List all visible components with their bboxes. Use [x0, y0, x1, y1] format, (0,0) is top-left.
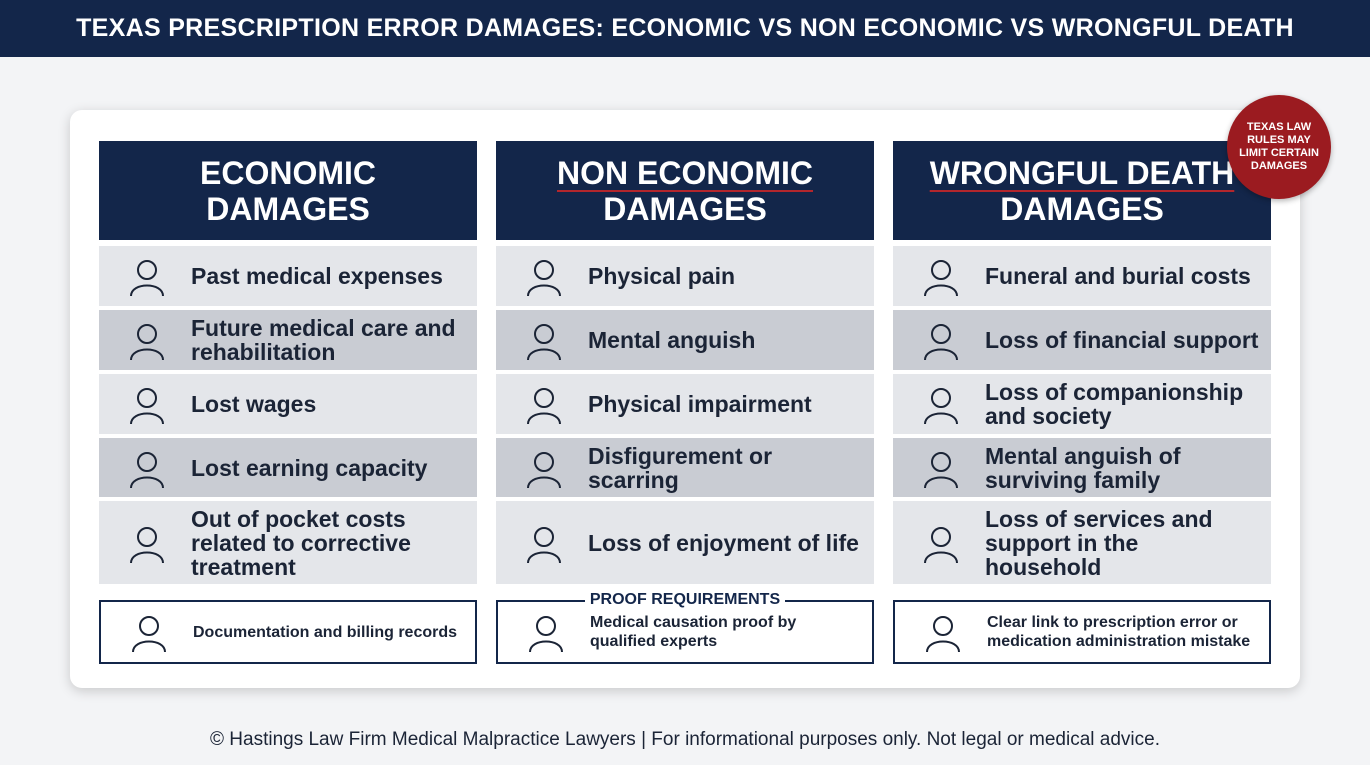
proof-box: Clear link to prescription error or medi…: [893, 600, 1271, 664]
footer: © Hastings Law Firm Medical Malpractice …: [210, 729, 1160, 750]
icon: [924, 526, 958, 563]
damage-row: Funeral and burial costs: [893, 246, 1271, 306]
proof-label: PROOF REQUIREMENTS: [585, 591, 785, 609]
icon: [529, 616, 563, 653]
damage-text: Loss of companionship and society: [985, 379, 1244, 429]
title: TEXAS PRESCRIPTION ERROR DAMAGES: ECONOM…: [76, 14, 1294, 42]
damage-row: Future medical care and rehabilitation: [99, 310, 477, 370]
icon: [926, 616, 960, 653]
icon: [527, 526, 561, 563]
damage-row: Past medical expenses: [99, 246, 477, 306]
icon: [130, 451, 164, 488]
damage-row: Lost earning capacity: [99, 438, 477, 497]
icon: [130, 388, 164, 425]
damage-row: Physical impairment: [496, 374, 874, 434]
icon: [924, 324, 958, 361]
icon: [130, 324, 164, 361]
icon: [130, 526, 164, 563]
heading-line: DAMAGES: [1000, 190, 1164, 227]
heading-line: NON ECONOMIC: [557, 154, 813, 191]
damage-row: Out of pocket costs related to correctiv…: [99, 501, 477, 584]
proof-text: Documentation and billing records: [193, 623, 458, 641]
damage-row: Physical pain: [496, 246, 874, 306]
damage-row: Loss of financial support: [893, 310, 1271, 370]
proof-text: Clear link to prescription error or medi…: [987, 614, 1251, 650]
damage-row: Disfigurement or scarring: [496, 438, 874, 497]
icon: [924, 451, 958, 488]
column-heading: ECONOMIC DAMAGES: [99, 141, 477, 240]
heading-line: WRONGFUL DEATH: [929, 154, 1235, 191]
damage-text: Out of pocket costs related to correctiv…: [191, 505, 411, 580]
title-bar: TEXAS PRESCRIPTION ERROR DAMAGES: ECONOM…: [0, 0, 1370, 57]
column-heading: NON ECONOMIC DAMAGES: [496, 141, 874, 240]
damage-text: Loss of services and support in the hous…: [985, 505, 1213, 580]
damage-row: Loss of enjoyment of life: [496, 501, 874, 584]
heading-line: ECONOMIC: [200, 154, 376, 191]
proof-box: Documentation and billing records: [99, 600, 477, 664]
badge: TEXAS LAW RULES MAY LIMIT CERTAIN DAMAGE…: [1227, 95, 1331, 199]
damage-text: Funeral and burial costs: [985, 263, 1251, 289]
damage-text: Disfigurement or scarring: [588, 442, 773, 493]
damage-text: Mental anguish: [588, 327, 756, 353]
damage-text: Past medical expenses: [191, 263, 443, 289]
proof-box: Medical causation proof by qualified exp…: [496, 600, 874, 664]
damage-row: Loss of companionship and society: [893, 374, 1271, 434]
icon: [527, 324, 561, 361]
icon: [527, 260, 561, 297]
damage-row: Mental anguish of surviving family: [893, 438, 1271, 497]
proof-text: Medical causation proof by qualified exp…: [590, 614, 797, 650]
icon: [132, 616, 166, 653]
heading-line: DAMAGES: [206, 190, 370, 227]
icon: [527, 388, 561, 425]
damage-text: Lost earning capacity: [191, 454, 428, 481]
icon: [527, 451, 561, 488]
damage-row: Mental anguish: [496, 310, 874, 370]
column-heading: WRONGFUL DEATH DAMAGES: [893, 141, 1271, 240]
damage-text: Loss of financial support: [985, 327, 1259, 353]
damage-text: Future medical care and rehabilitation: [191, 315, 456, 365]
damage-text: Physical pain: [588, 263, 736, 289]
damage-text: Lost wages: [191, 391, 317, 417]
damage-text: Physical impairment: [588, 391, 812, 417]
icon: [924, 260, 958, 297]
icon: [130, 260, 164, 297]
icon: [924, 388, 958, 425]
damage-row: Loss of services and support in the hous…: [893, 501, 1271, 584]
damage-text: Mental anguish of surviving family: [985, 442, 1181, 493]
damage-row: Lost wages: [99, 374, 477, 434]
heading-line: DAMAGES: [603, 190, 767, 227]
badge-text: TEXAS LAW RULES MAY LIMIT CERTAIN DAMAGE…: [1239, 121, 1319, 172]
damage-text: Loss of enjoyment of life: [588, 529, 859, 556]
